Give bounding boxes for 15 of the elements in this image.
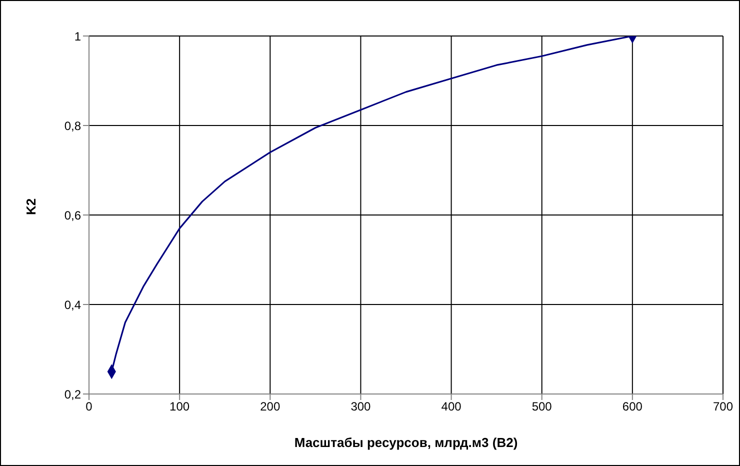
x-tick-label: 500 [532,400,552,414]
x-tick-label: 0 [86,400,93,414]
x-tick-label: 600 [622,400,643,414]
x-tick-label: 300 [350,400,372,414]
y-axis-title: K2 [24,198,39,215]
x-tick-label: 100 [170,400,190,414]
y-tick-label: 0,8 [64,118,82,133]
x-tick-label: 400 [441,400,462,414]
y-tick-label: 0,4 [64,298,82,312]
y-tick-label: 0,2 [64,387,82,402]
y-tick-label: 1 [74,29,82,44]
x-axis-title: Масштабы ресурсов, млрд.м3 (B2) [294,435,518,450]
x-tick-label: 700 [712,400,734,414]
y-tick-label: 0,6 [64,208,82,222]
x-tick-label: 200 [260,400,280,414]
